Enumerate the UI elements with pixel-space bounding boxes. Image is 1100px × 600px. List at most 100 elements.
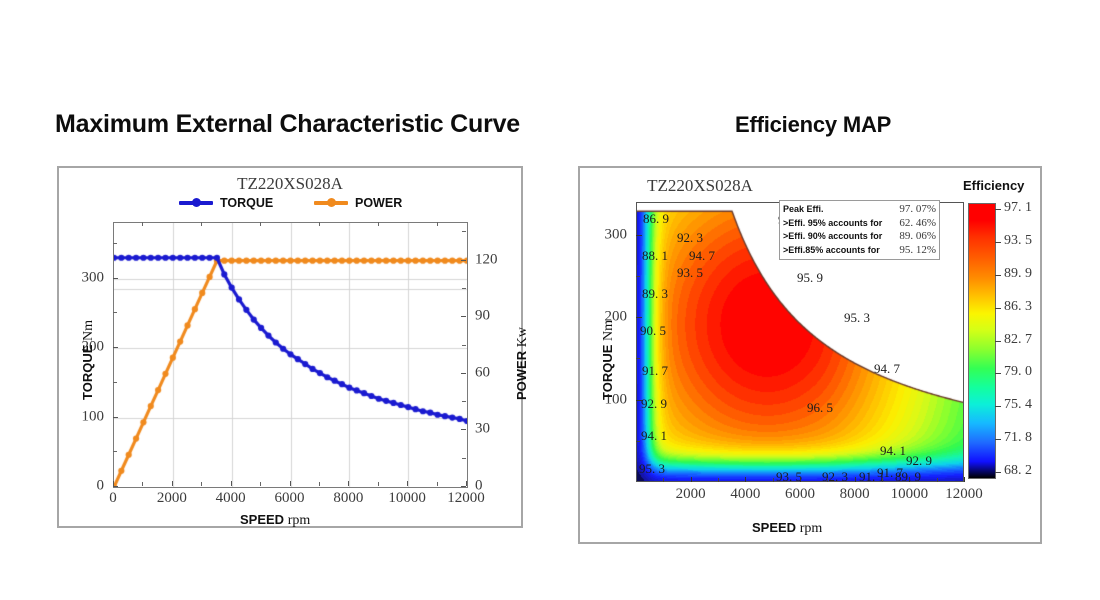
right-x-tick-label: 8000	[839, 486, 870, 502]
colorbar-tick	[995, 307, 1001, 309]
left-x-tick-label: 6000	[274, 490, 305, 506]
left-y2-tick	[461, 486, 466, 487]
left-y-tick-label: 100	[81, 408, 105, 425]
contour-label: 94. 7	[874, 361, 900, 376]
colorbar-tick-label: 89. 9	[1004, 265, 1032, 281]
right-x-minor-tick	[772, 478, 774, 482]
colorbar-tick	[995, 241, 1001, 243]
left-x-tick	[466, 481, 467, 486]
left-y2-minor-tick	[462, 231, 466, 233]
legend-item-power: POWER	[314, 196, 402, 210]
left-x-axis-title: SPEED rpm	[240, 512, 310, 529]
legend-marker-power	[327, 198, 336, 207]
contour-label: 95. 3	[844, 310, 870, 325]
right-x-tick-label: 12000	[945, 486, 983, 502]
left-panel-title: Maximum External Characteristic Curve	[55, 110, 521, 138]
colorbar-tick	[995, 340, 1001, 342]
left-y-minor-tick	[113, 242, 117, 244]
left-x-tick-label: 0	[109, 490, 117, 506]
right-x-tick-label: 10000	[890, 486, 929, 502]
legend-item-torque: TORQUE	[179, 196, 273, 210]
colorbar-tick-label: 93. 5	[1004, 232, 1032, 248]
colorbar-tick-label: 79. 0	[1004, 364, 1032, 380]
right-x-minor-tick	[882, 478, 883, 482]
left-y-tick	[113, 486, 118, 487]
colorbar-tick	[995, 472, 1001, 474]
right-x-axis-title: SPEED rpm	[752, 520, 822, 537]
left-x-minor-tick	[436, 482, 438, 486]
left-y2-minor-tick	[462, 288, 466, 289]
colorbar-title: Efficiency	[963, 178, 1025, 193]
legend-line-power	[314, 198, 348, 207]
contour-label: 94. 1	[880, 443, 906, 458]
torque-power-curves-canvas	[114, 223, 467, 487]
colorbar-tick-label: 82. 7	[1004, 331, 1032, 347]
left-y2-tick-label: 60	[475, 364, 490, 381]
colorbar-tick-label: 86. 3	[1004, 298, 1032, 314]
left-x-tick-label: 10000	[388, 490, 426, 506]
contour-label: 95. 9	[797, 270, 823, 285]
right-x-tick	[745, 477, 747, 482]
right-y-tick-label: 100	[604, 391, 628, 408]
right-x-minor-tick	[827, 478, 829, 482]
left-x-tick	[230, 481, 232, 486]
left-y2-tick-label: 90	[475, 307, 490, 324]
left-y-minor-tick	[113, 381, 117, 383]
left-plot-area	[113, 222, 468, 488]
left-y2-tick	[461, 259, 466, 261]
right-x-tick-label: 2000	[675, 486, 706, 502]
left-y-tick	[113, 347, 118, 349]
left-x-tick-label: 4000	[215, 490, 246, 506]
right-panel-title: Efficiency MAP	[735, 112, 892, 137]
right-y-axis-title-text: TORQUE	[600, 344, 615, 400]
right-x-minor-tick	[718, 478, 719, 482]
contour-label: 91. 7	[642, 363, 668, 378]
left-x-minor-tick	[318, 482, 320, 486]
contour-label: 88. 1	[642, 248, 668, 263]
left-y-minor-tick	[113, 451, 117, 453]
contour-label: 92. 3	[822, 469, 848, 482]
left-x-minor-tick-top	[201, 222, 203, 226]
left-x-axis-title-text: SPEED	[240, 512, 285, 527]
right-y-tick-label: 200	[604, 308, 628, 325]
right-y-minor-tick	[636, 440, 640, 442]
stat-value-peak: 97. 07%	[899, 203, 936, 215]
left-y2-minor-tick	[462, 457, 466, 459]
left-x-minor-tick	[260, 482, 262, 486]
colorbar-tick	[995, 274, 1001, 276]
left-y-axis-title: TORQUE Nm	[80, 320, 97, 400]
colorbar-tick	[995, 439, 1001, 441]
left-x-tick-label: 2000	[156, 490, 187, 506]
left-x-minor-tick-top	[318, 222, 320, 226]
stat-label-above90: >Effi. 90% accounts for	[783, 231, 883, 241]
stat-label-peak: Peak Effi.	[783, 204, 824, 214]
right-x-tick-label: 4000	[730, 486, 761, 502]
stat-label-above85: >Effi.85% accounts for	[783, 244, 880, 255]
colorbar-tick-label: 75. 4	[1004, 397, 1032, 413]
right-y-axis-unit: Nm	[601, 319, 616, 341]
contour-label: 95. 3	[639, 461, 665, 476]
contour-label: 92. 9	[641, 396, 667, 411]
left-x-axis-unit: rpm	[287, 513, 311, 528]
left-x-tick	[289, 481, 291, 486]
contour-label: 91. 1	[859, 469, 885, 482]
left-y-minor-tick	[113, 312, 117, 314]
legend-label-power: POWER	[355, 196, 403, 210]
efficiency-stats-box: Peak Effi. 97. 07% >Effi. 95% accounts f…	[779, 200, 940, 260]
left-x-tick-label: 12000	[447, 490, 485, 506]
colorbar-tick-label: 71. 8	[1004, 430, 1032, 446]
stat-row: >Effi.85% accounts for 95. 12%	[783, 244, 936, 258]
right-y-tick	[636, 399, 642, 401]
stat-label-above95: >Effi. 95% accounts for	[783, 217, 883, 228]
left-y-tick-label: 300	[81, 269, 105, 286]
right-x-tick-label: 6000	[785, 486, 815, 502]
right-x-tick	[964, 477, 965, 482]
colorbar-tick	[995, 373, 1001, 375]
right-y-minor-tick	[636, 276, 640, 278]
efficiency-colorbar	[968, 203, 996, 479]
stat-value-above90: 89. 06%	[899, 230, 936, 242]
right-x-minor-tick	[936, 478, 938, 482]
right-y-axis-title: TORQUE Nm	[600, 320, 617, 400]
right-y-tick	[636, 234, 642, 236]
